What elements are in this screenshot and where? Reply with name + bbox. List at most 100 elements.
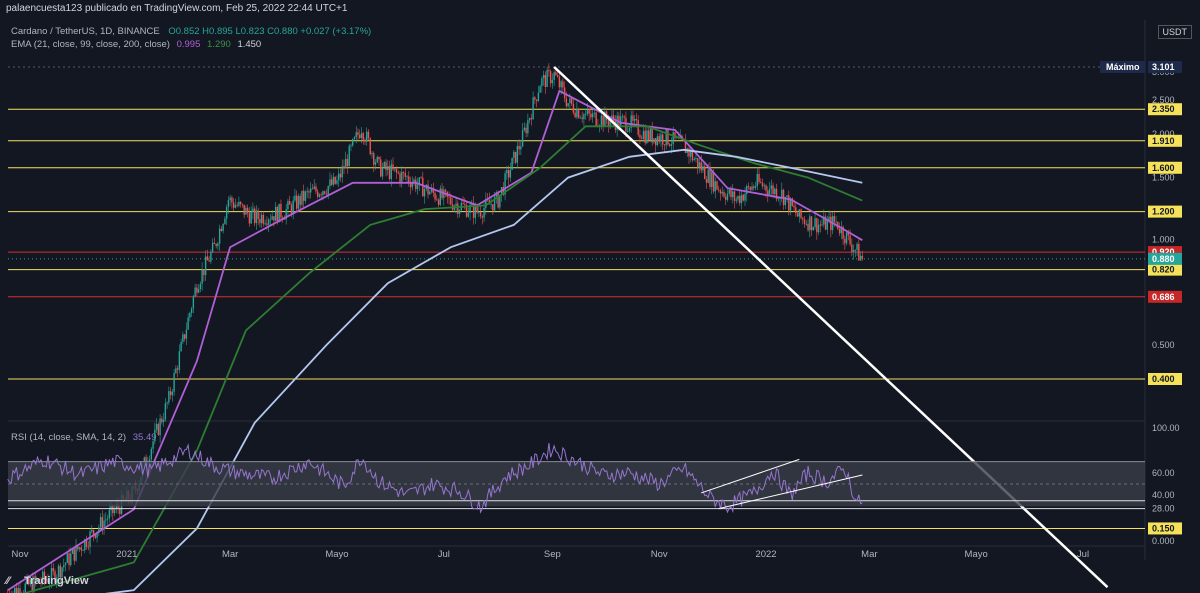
candle-body [127,490,130,500]
candle-body [572,103,575,113]
candle-body [604,111,606,126]
candle-body [234,205,237,208]
candle-body [647,130,650,140]
currency-badge[interactable]: USDT [1157,25,1192,39]
candle-body [746,186,748,194]
candle-body [733,191,736,201]
ema200-value: 1.450 [237,39,262,50]
candle-body [777,198,779,200]
candle-body [810,216,813,231]
candle-body [267,219,270,225]
candle-body [362,133,364,140]
candle-body [409,182,412,188]
candle-body [600,115,603,126]
candle-body [597,125,599,127]
candle-body [681,135,683,139]
candle-body [173,373,175,392]
candle-body [558,76,561,88]
candle-body [856,243,858,250]
candle-body [796,213,799,217]
time-tick-label: Nov [651,549,668,560]
tradingview-logo-text: TradingView [24,575,89,587]
rsi-channel-line [718,474,863,510]
candle-body [133,486,135,488]
candle-body [767,190,769,195]
candle-body [812,227,815,231]
candle-body [453,205,456,210]
candle-body [308,191,310,193]
candle-body [229,197,231,201]
symbol-legend[interactable]: Cardano / TetherUS, 1D, BINANCE O0.852 H… [11,26,371,37]
candle-body [225,206,228,219]
candle-body [124,499,126,501]
candle-body [98,527,100,532]
candle-body [555,72,557,76]
candle-body [264,223,266,225]
candle-body [798,209,800,217]
candle-body [551,79,554,84]
candle-body [292,200,294,214]
price-tick-label: 2.000 [1152,129,1175,139]
candle-body [658,136,660,142]
max-price-tag: 3.101 [1152,62,1175,72]
level-price-tag: 1.200 [1152,207,1175,217]
candle-body [246,207,249,214]
candle-body [483,207,485,218]
candle-body [322,191,324,196]
level-price-tag-bg [1148,290,1182,303]
candle-body [623,116,625,118]
candle-body [78,547,81,550]
candle-body [350,145,352,147]
candle-body [693,159,695,161]
candle-body [324,191,326,194]
candle-body [852,250,855,252]
candle-body [562,81,564,88]
candle-body [444,189,447,192]
candle-body [493,196,496,211]
candle-body [854,249,857,251]
candle-body [632,115,634,121]
candle-body [537,92,540,101]
candle-body [432,187,434,193]
candle-body [380,159,382,177]
candle-body [190,308,193,313]
candle-body [735,199,737,201]
candle-body [192,296,195,309]
candle-body [500,187,503,195]
candle-body [840,226,843,234]
candle-body [441,188,443,199]
candle-body [436,199,438,201]
candle-body [747,186,750,188]
candle-body [243,204,245,215]
candle-body [485,198,487,208]
candle-body [451,204,454,210]
candle-body [66,553,68,563]
rsi-tick-label: 0.000 [1152,536,1175,546]
level-price-tag: 0.400 [1152,374,1175,384]
ema-legend[interactable]: EMA (21, close, 99, close, 200, close) 0… [11,39,261,50]
candle-body [513,151,515,158]
candle-body [497,192,499,208]
tradingview-logo-icon: ⁄⁄ [6,575,10,587]
candle-body [809,216,811,231]
tradingview-logo[interactable]: ⁄⁄ TradingView [6,575,89,587]
candle-body [635,118,638,121]
candle-body [471,202,473,205]
candle-body [183,334,186,339]
candle-body [732,191,734,198]
candle-body [364,139,366,142]
ema-label: EMA (21, close, 99, close, 200, close) [11,39,170,50]
candle-body [299,196,301,205]
ema-line [104,148,863,593]
candle-body [236,205,238,206]
candle-body [549,71,552,84]
candle-body [672,132,674,145]
candle-body [423,188,426,197]
candle-body [346,158,349,167]
candle-body [751,186,753,190]
rsi-legend[interactable]: RSI (14, close, SMA, 14, 2) 35.49 [11,432,157,443]
candle-body [527,120,529,134]
candle-body [861,255,864,259]
candle-body [607,119,610,126]
